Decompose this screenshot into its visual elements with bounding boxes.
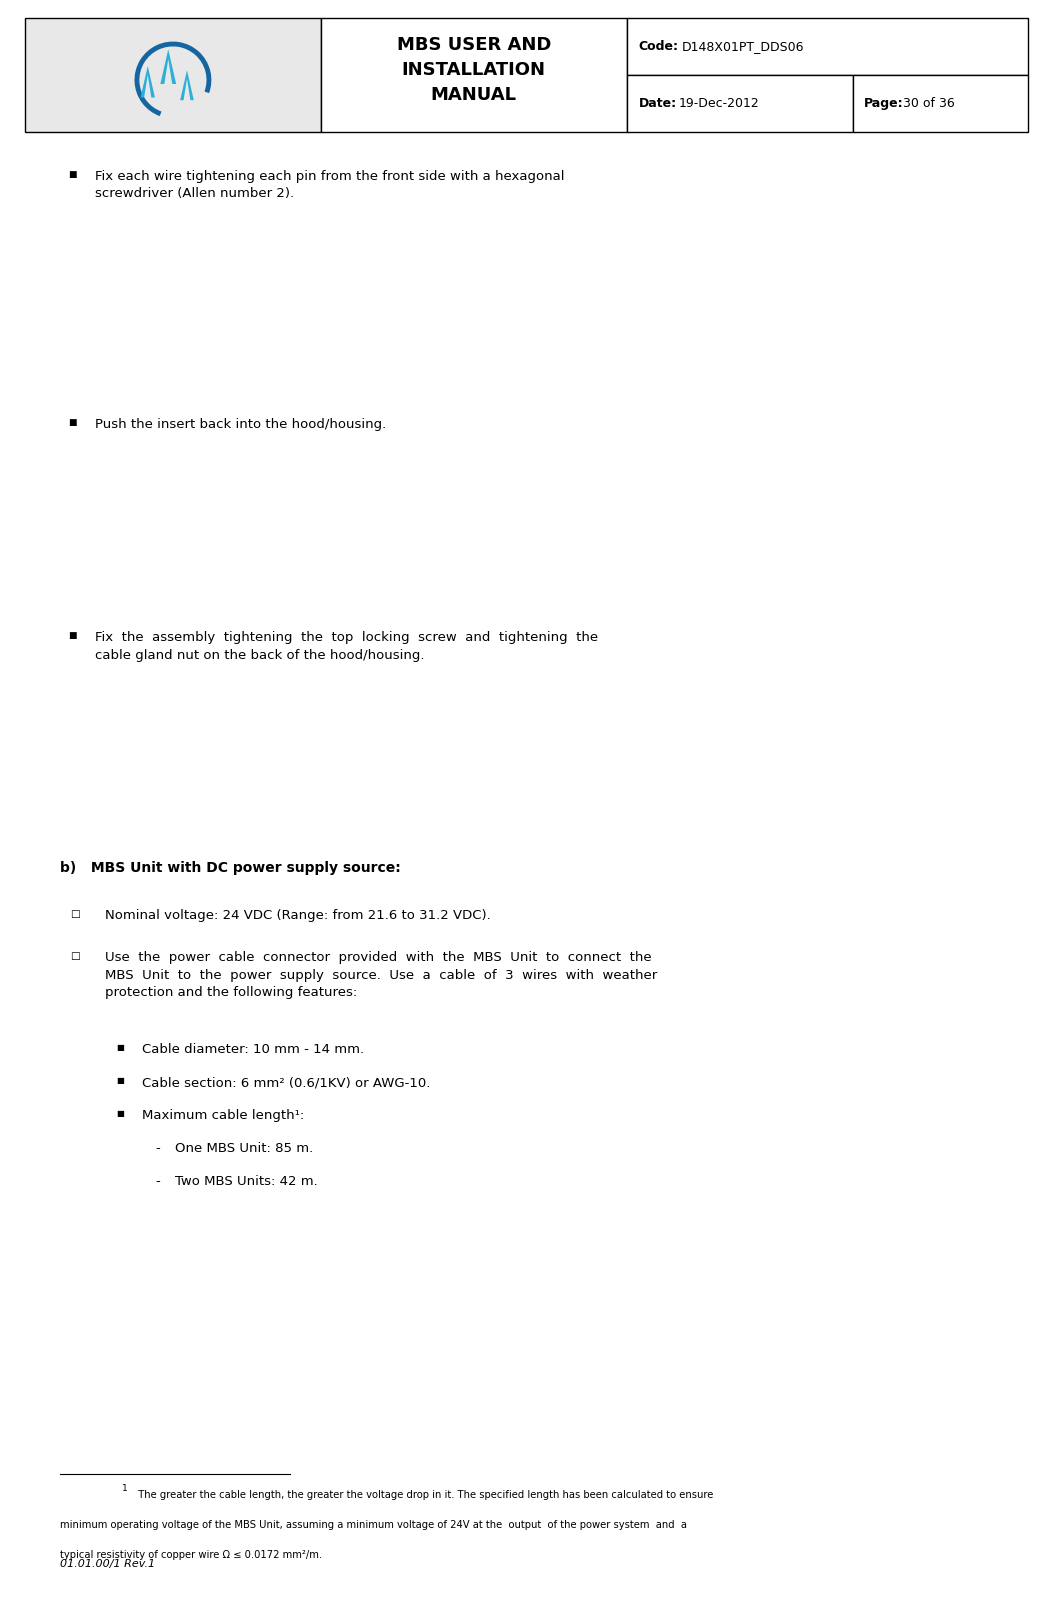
Text: Push the insert back into the hood/housing.: Push the insert back into the hood/housi… [95,418,386,431]
Text: Two MBS Units: 42 m.: Two MBS Units: 42 m. [175,1175,318,1188]
Text: ■: ■ [116,1043,124,1052]
Polygon shape [160,50,176,85]
Text: 1: 1 [122,1484,127,1493]
Text: Fix  the  assembly  tightening  the  top  locking  screw  and  tightening  the
c: Fix the assembly tightening the top lock… [95,631,598,661]
Bar [627,18,1028,75]
Text: Code:: Code: [639,40,679,53]
Text: b)   MBS Unit with DC power supply source:: b) MBS Unit with DC power supply source: [60,861,401,875]
Text: ■: ■ [67,169,76,179]
Text: ■: ■ [116,1108,124,1118]
Text: ■: ■ [67,418,76,426]
Text: 01.01.00/1 Rev.1: 01.01.00/1 Rev.1 [60,1559,155,1568]
Bar [321,18,627,133]
Polygon shape [140,65,155,97]
Text: □: □ [71,950,80,961]
Text: Date:: Date: [639,97,677,110]
Bar [25,18,321,133]
Text: Use  the  power  cable  connector  provided  with  the  MBS  Unit  to  connect  : Use the power cable connector provided w… [105,950,657,1000]
Text: ■: ■ [67,631,76,640]
Polygon shape [180,70,194,101]
Text: Fix each wire tightening each pin from the front side with a hexagonal
screwdriv: Fix each wire tightening each pin from t… [95,169,564,201]
Bar [854,75,1028,133]
Text: Nominal voltage: 24 VDC (Range: from 21.6 to 31.2 VDC).: Nominal voltage: 24 VDC (Range: from 21.… [105,909,491,921]
Text: Page:: Page: [863,97,903,110]
Text: The greater the cable length, the greater the voltage drop in it. The specified : The greater the cable length, the greate… [132,1490,713,1500]
Text: Cable diameter: 10 mm - 14 mm.: Cable diameter: 10 mm - 14 mm. [142,1043,364,1056]
Text: Maximum cable length¹:: Maximum cable length¹: [142,1108,304,1123]
Text: □: □ [71,909,80,918]
Text: typical resistivity of copper wire Ω ≤ 0.0172 mm²/m.: typical resistivity of copper wire Ω ≤ 0… [60,1551,322,1560]
Text: -: - [155,1175,160,1188]
Text: MBS USER AND
INSTALLATION
MANUAL: MBS USER AND INSTALLATION MANUAL [397,37,551,104]
Text: 30 of 36: 30 of 36 [903,97,955,110]
Text: One MBS Unit: 85 m.: One MBS Unit: 85 m. [175,1142,313,1155]
Text: ■: ■ [116,1076,124,1084]
Text: 19-Dec-2012: 19-Dec-2012 [679,97,759,110]
Text: Cable section: 6 mm² (0.6/1KV) or AWG-10.: Cable section: 6 mm² (0.6/1KV) or AWG-10… [142,1076,431,1089]
Bar [627,75,854,133]
Text: minimum operating voltage of the MBS Unit, assuming a minimum voltage of 24V at : minimum operating voltage of the MBS Uni… [60,1520,687,1530]
Text: D148X01PT_DDS06: D148X01PT_DDS06 [681,40,804,53]
Text: -: - [155,1142,160,1155]
